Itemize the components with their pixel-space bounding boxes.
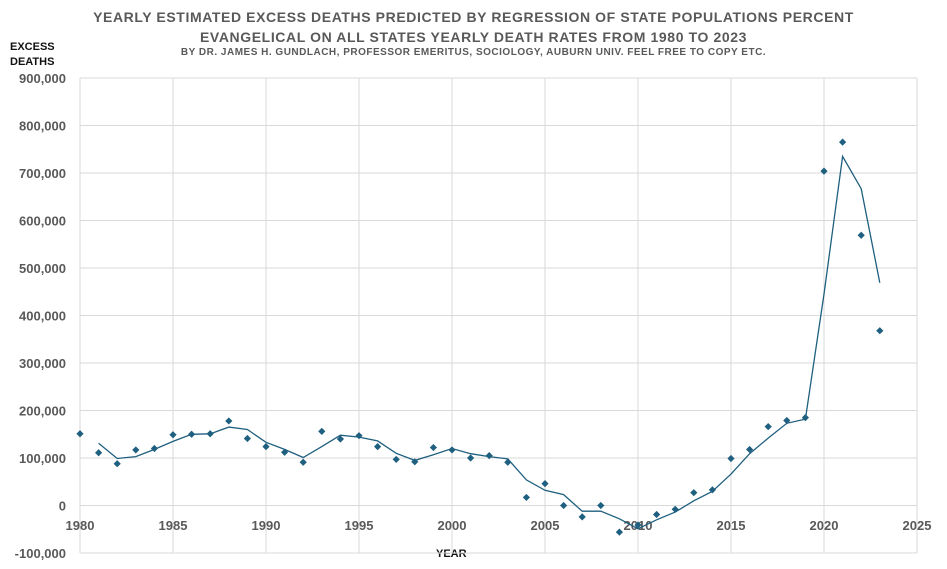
data-point bbox=[374, 443, 382, 451]
data-point bbox=[522, 493, 530, 502]
data-point bbox=[764, 423, 772, 431]
data-point bbox=[169, 431, 177, 439]
data-point bbox=[820, 167, 828, 175]
y-tick-label: 800,000 bbox=[19, 119, 66, 134]
y-axis-ticks: -100,000 0 100,000 200,000 300,000 400,000 500… bbox=[15, 71, 66, 561]
data-point bbox=[150, 444, 158, 453]
data-point bbox=[839, 138, 847, 146]
gridlines bbox=[79, 77, 918, 554]
data-point bbox=[690, 489, 698, 497]
y-tick-label: 0 bbox=[59, 499, 66, 514]
data-point bbox=[355, 432, 363, 440]
x-tick-label: 2020 bbox=[810, 518, 839, 533]
y-tick-label: 600,000 bbox=[19, 214, 66, 229]
x-axis-label: YEAR bbox=[436, 548, 467, 560]
data-point bbox=[132, 446, 140, 454]
chart-subtitle: BY DR. JAMES H. GUNDLACH, PROFESSOR EMER… bbox=[180, 47, 767, 58]
data-point bbox=[467, 454, 475, 462]
x-tick-label: 2015 bbox=[717, 518, 746, 533]
x-tick-label: 1985 bbox=[159, 518, 188, 533]
data-point bbox=[243, 434, 251, 443]
y-tick-label: 500,000 bbox=[19, 261, 66, 276]
data-point bbox=[560, 501, 568, 510]
data-point bbox=[634, 521, 642, 529]
data-points-layer bbox=[76, 138, 884, 536]
data-point bbox=[504, 458, 512, 466]
data-point bbox=[429, 443, 437, 452]
data-point bbox=[76, 430, 84, 438]
y-tick-label: 100,000 bbox=[19, 451, 66, 466]
data-point bbox=[485, 452, 493, 460]
data-point bbox=[746, 445, 754, 454]
trendline-layer bbox=[98, 154, 881, 530]
data-point bbox=[801, 414, 809, 422]
x-tick-label: 2025 bbox=[903, 518, 932, 533]
x-axis-ticks: 1980198519901995200020052010201520202025 bbox=[66, 518, 932, 533]
y-tick-label: 900,000 bbox=[19, 71, 66, 86]
y-tick-label: 300,000 bbox=[19, 356, 66, 371]
y-tick-label: 400,000 bbox=[19, 309, 66, 324]
data-point bbox=[597, 501, 605, 510]
x-tick-label: 1990 bbox=[252, 518, 281, 533]
data-point bbox=[411, 458, 419, 466]
y-axis-label-line-1: EXCESS bbox=[10, 41, 55, 53]
data-point bbox=[299, 458, 307, 466]
data-point bbox=[708, 486, 716, 494]
data-point bbox=[225, 417, 233, 425]
data-point bbox=[671, 505, 679, 513]
x-tick-label: 2000 bbox=[438, 518, 467, 533]
data-point bbox=[727, 454, 735, 463]
data-point bbox=[281, 448, 289, 456]
data-point bbox=[95, 449, 103, 457]
y-axis-label: EXCESS DEATHS bbox=[10, 40, 55, 70]
data-point bbox=[448, 446, 456, 454]
data-point bbox=[857, 231, 865, 239]
data-point bbox=[318, 427, 326, 435]
data-point bbox=[206, 430, 214, 438]
data-point bbox=[336, 435, 344, 443]
x-tick-label: 1980 bbox=[66, 518, 95, 533]
data-point bbox=[188, 430, 196, 438]
y-tick-label: 200,000 bbox=[19, 404, 66, 419]
data-point bbox=[615, 528, 623, 536]
data-point bbox=[783, 416, 791, 425]
chart-title: YEARLY ESTIMATED EXCESS DEATHS PREDICTED… bbox=[93, 9, 854, 25]
y-axis-label-line-2: DEATHS bbox=[10, 56, 55, 68]
chart-title-line-2: EVANGELICAL ON ALL STATES YEARLY DEATH R… bbox=[199, 29, 747, 45]
data-point bbox=[113, 460, 121, 468]
data-point bbox=[392, 455, 400, 464]
data-point bbox=[262, 443, 270, 451]
data-point bbox=[876, 327, 884, 335]
data-point bbox=[578, 513, 586, 521]
data-point bbox=[653, 510, 661, 519]
trendline bbox=[98, 154, 881, 530]
data-point bbox=[541, 480, 549, 488]
y-tick-label: 700,000 bbox=[19, 166, 66, 181]
y-tick-label: -100,000 bbox=[15, 546, 66, 561]
x-tick-label: 1995 bbox=[345, 518, 374, 533]
x-tick-label: 2005 bbox=[531, 518, 560, 533]
